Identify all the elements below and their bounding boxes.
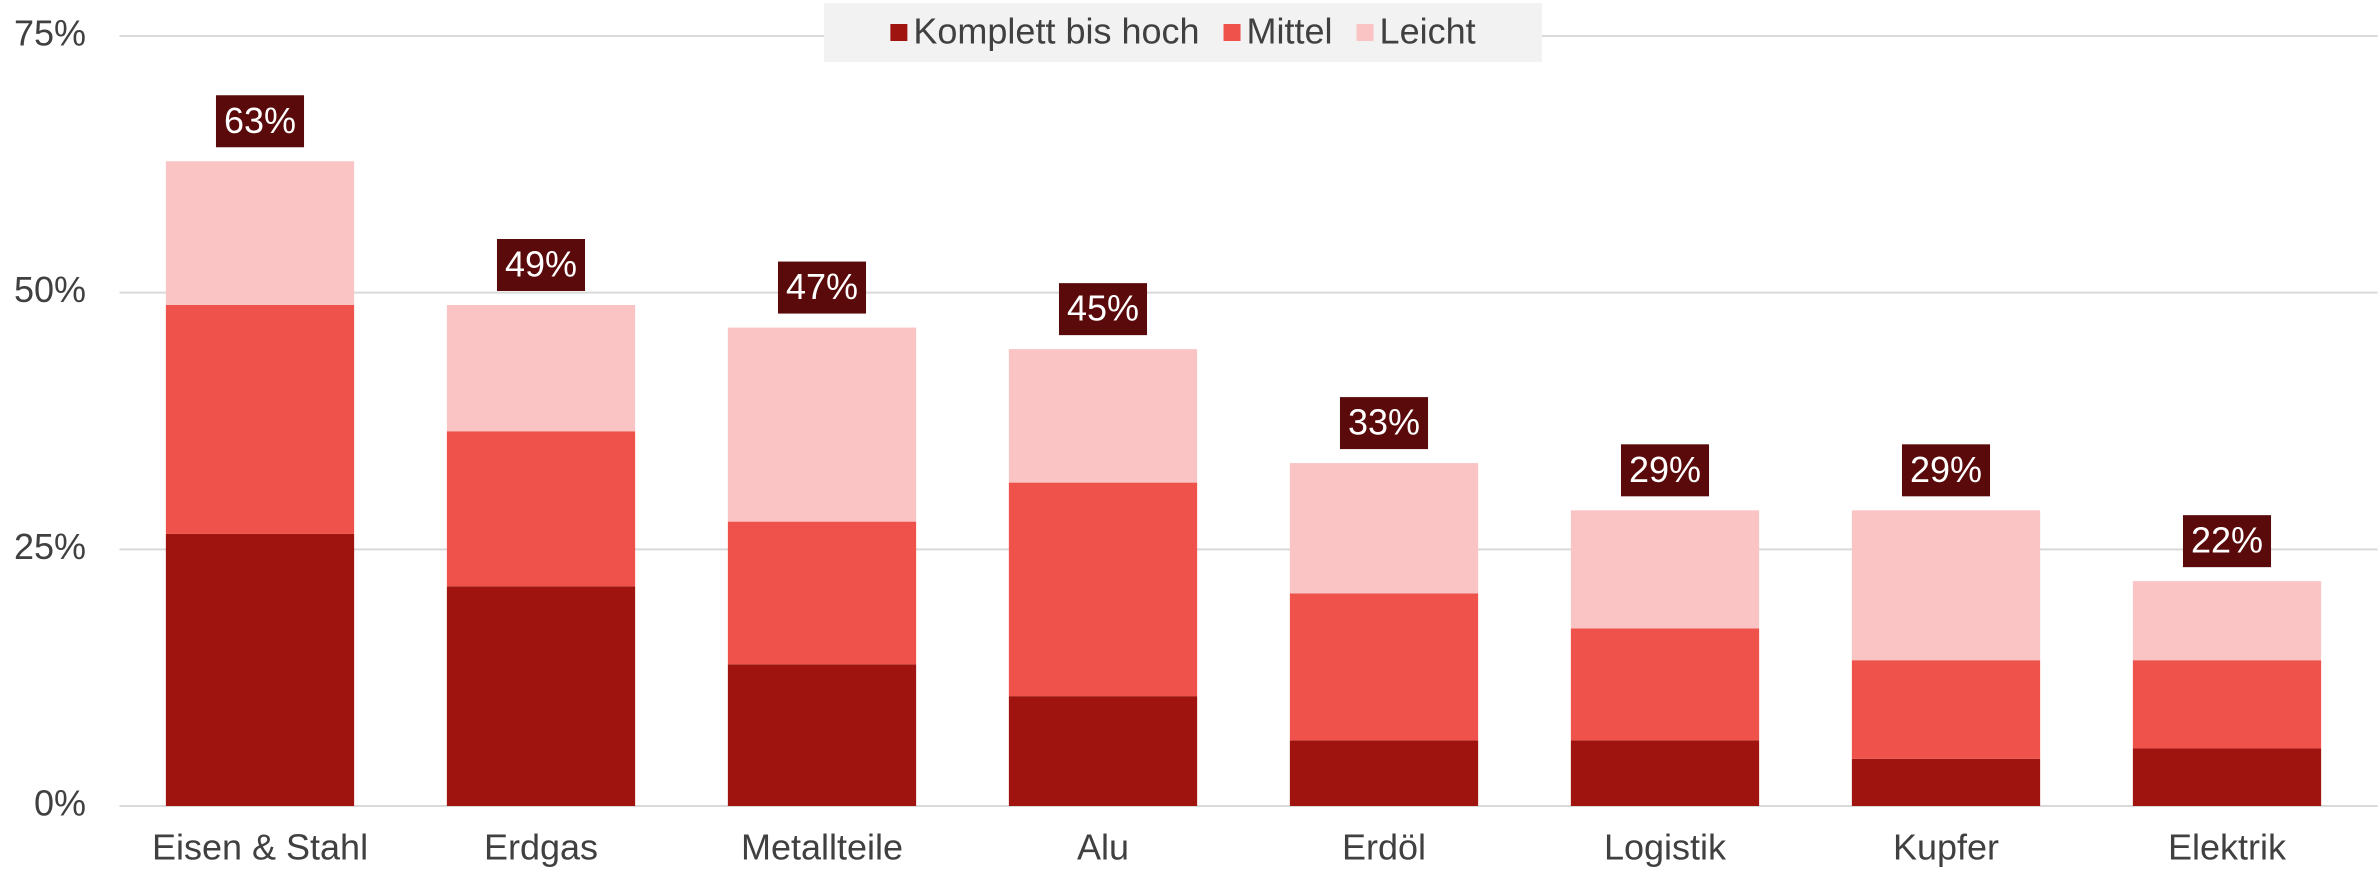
total-label-box xyxy=(2182,515,2272,568)
total-label-box xyxy=(777,261,867,314)
y-tick-label: 0% xyxy=(34,783,86,824)
legend-swatch xyxy=(1223,24,1241,41)
bar-segment xyxy=(727,521,917,665)
total-label: 22% xyxy=(2191,520,2263,561)
x-tick-label: Eisen & Stahl xyxy=(152,827,368,868)
bar-segment xyxy=(1289,740,1479,806)
total-label: 45% xyxy=(1067,288,1139,329)
legend-label: Komplett bis hoch xyxy=(913,11,1199,52)
legend xyxy=(824,3,1542,62)
total-label: 49% xyxy=(505,244,577,285)
bar-segment xyxy=(2132,748,2322,806)
x-tick-label: Erdöl xyxy=(1342,827,1426,868)
bar-segment xyxy=(2132,581,2322,661)
total-label-box xyxy=(215,95,305,148)
bar-segment xyxy=(1851,758,2041,806)
x-tick-label: Elektrik xyxy=(2168,827,2287,868)
total-label-box xyxy=(1901,444,1991,497)
total-label: 63% xyxy=(224,100,296,141)
x-tick-label: Logistik xyxy=(1604,827,1727,868)
y-tick-label: 75% xyxy=(14,13,86,54)
bar-segment xyxy=(1570,510,1760,629)
total-label-box xyxy=(496,238,586,291)
bar-segment xyxy=(165,161,355,305)
total-label-box xyxy=(1620,444,1710,497)
bar-segment xyxy=(446,304,636,432)
bar-segment xyxy=(1008,349,1198,483)
bar-segment xyxy=(1570,740,1760,806)
bar-segment xyxy=(1008,696,1198,806)
total-label: 29% xyxy=(1629,449,1701,490)
legend-swatch xyxy=(1356,24,1374,41)
bar-segment xyxy=(1008,482,1198,697)
bar-segment xyxy=(1570,628,1760,741)
bar-segment xyxy=(165,533,355,806)
total-label: 33% xyxy=(1348,402,1420,443)
total-label-box xyxy=(1058,283,1148,336)
x-tick-label: Erdgas xyxy=(484,827,598,868)
legend-label: Leicht xyxy=(1380,11,1476,52)
bar-segment xyxy=(1851,510,2041,661)
bar-segment xyxy=(165,304,355,534)
x-tick-label: Metallteile xyxy=(741,827,903,868)
bar-segment xyxy=(727,664,917,806)
x-tick-label: Kupfer xyxy=(1893,827,1999,868)
total-label: 29% xyxy=(1910,449,1982,490)
bar-segment xyxy=(727,327,917,522)
legend-label: Mittel xyxy=(1247,11,1333,52)
y-tick-label: 50% xyxy=(14,269,86,310)
bar-segment xyxy=(1289,463,1479,594)
y-tick-label: 25% xyxy=(14,526,86,567)
total-label: 47% xyxy=(786,266,858,307)
legend-swatch xyxy=(890,24,908,41)
total-label-box xyxy=(1339,397,1429,450)
bar-segment xyxy=(446,431,636,587)
bar-segment xyxy=(1851,660,2041,759)
bar-segment xyxy=(2132,660,2322,749)
bar-segment xyxy=(1289,593,1479,741)
bar-segment xyxy=(446,586,636,806)
x-tick-label: Alu xyxy=(1077,827,1129,868)
